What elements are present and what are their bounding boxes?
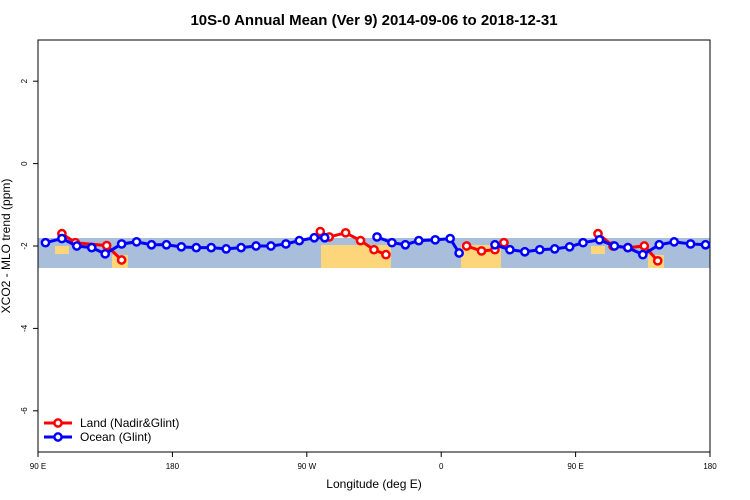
y-tick-label: -4: [20, 324, 29, 332]
data-point: [381, 249, 391, 260]
data-point: [387, 237, 397, 248]
x-tick-label: 180: [703, 462, 717, 471]
x-tick-label: 0: [439, 462, 444, 471]
data-point: [206, 242, 217, 253]
y-tick-label: 0: [20, 161, 29, 166]
data-point: [57, 233, 67, 244]
data-point: [355, 235, 366, 246]
data-point: [191, 242, 202, 253]
data-point: [623, 242, 633, 253]
data-point: [476, 246, 487, 256]
data-point: [505, 244, 515, 255]
land-patch: [321, 245, 391, 268]
data-point: [176, 241, 187, 252]
x-tick-label: 90 E: [30, 462, 46, 471]
data-point: [71, 241, 82, 251]
data-point: [609, 241, 620, 251]
data-point: [116, 255, 127, 265]
data-point: [369, 244, 379, 255]
legend-label: Land (Nadir&Glint): [80, 416, 179, 430]
data-point: [100, 248, 111, 259]
data-point: [86, 242, 97, 253]
legend-label: Ocean (Glint): [80, 430, 151, 444]
data-point: [281, 239, 291, 249]
data-point: [161, 239, 172, 250]
x-tick-label: 90 W: [297, 462, 316, 471]
data-point: [266, 241, 276, 251]
x-axis-label: Longitude (deg E): [326, 477, 421, 491]
legend-marker: [53, 432, 63, 442]
data-point: [430, 234, 441, 245]
chart-title: 10S-0 Annual Mean (Ver 9) 2014-09-06 to …: [190, 12, 557, 29]
data-point: [236, 242, 246, 253]
data-point: [116, 239, 127, 249]
data-point: [413, 235, 424, 246]
data-point: [445, 233, 456, 244]
data-point: [400, 239, 411, 250]
data-point: [499, 237, 509, 248]
data-point: [578, 237, 588, 248]
data-point: [549, 244, 560, 254]
legend-marker: [53, 418, 63, 428]
data-point: [639, 241, 650, 251]
y-tick-label: 2: [20, 78, 29, 83]
data-point: [637, 249, 648, 260]
data-point: [654, 239, 665, 250]
data-point: [534, 244, 545, 255]
data-point: [251, 241, 261, 251]
data-point: [564, 241, 575, 252]
y-axis-label: XCO2 - MLO trend (ppm): [0, 179, 13, 314]
x-tick-label: 180: [166, 462, 180, 471]
data-point: [685, 239, 696, 249]
data-point: [490, 239, 500, 250]
legend: Land (Nadir&Glint)Ocean (Glint): [44, 416, 179, 444]
data-point: [340, 227, 351, 238]
data-point: [40, 237, 51, 248]
data-point: [594, 234, 605, 245]
data-point: [461, 241, 472, 251]
data-point: [101, 240, 112, 251]
data-point: [454, 248, 464, 258]
data-point: [294, 235, 305, 246]
data-point: [221, 244, 232, 254]
data-point: [131, 237, 142, 247]
data-point: [700, 239, 711, 250]
land-patch: [55, 246, 69, 254]
land-patch: [591, 246, 605, 254]
data-point: [309, 232, 320, 243]
y-tick-label: -6: [20, 407, 29, 415]
data-point: [372, 232, 382, 242]
data-point: [319, 232, 330, 243]
y-tick-label: -2: [20, 242, 29, 250]
data-point: [146, 239, 157, 250]
x-tick-label: 90 E: [567, 462, 583, 471]
data-point: [669, 237, 680, 247]
data-point: [315, 226, 326, 237]
data-point: [652, 255, 663, 266]
data-point: [519, 246, 530, 257]
